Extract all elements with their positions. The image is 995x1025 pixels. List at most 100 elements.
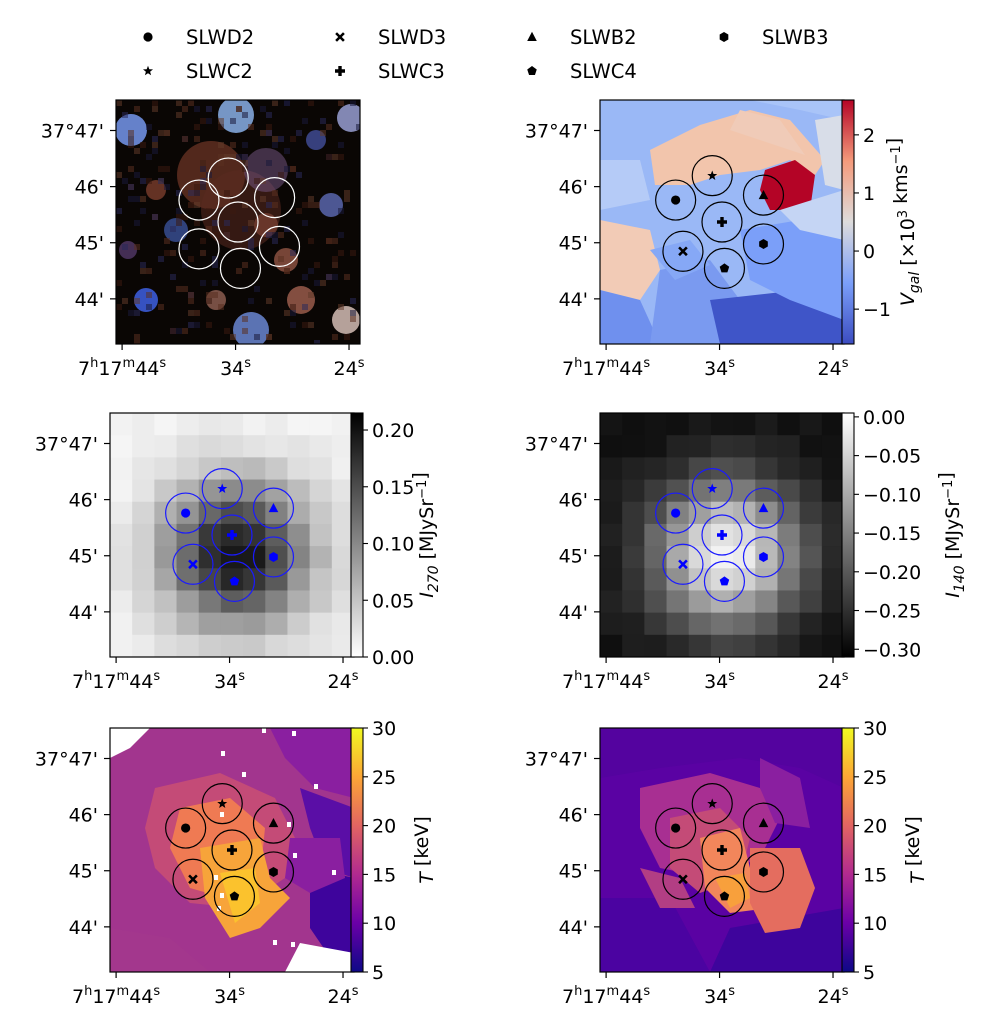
colorbar-tick-label: −1 — [863, 299, 891, 321]
aperture-circle — [742, 802, 785, 844]
dec-tick-label: 37°47' — [525, 121, 588, 143]
aperture-circle — [213, 875, 256, 917]
colorbar-tick-label: −0.05 — [863, 446, 921, 468]
ra-tick-label: 7h17m44s — [562, 669, 650, 693]
dec-tick-label: 46' — [559, 177, 588, 199]
legend-label: SLWD2 — [186, 26, 254, 49]
legend-label: SLWD3 — [378, 26, 446, 49]
colorbar-tick-label: 20 — [863, 816, 887, 838]
dec-tick-label: 37°47' — [525, 749, 588, 771]
aperture-circle — [662, 230, 704, 272]
dec-tick-label: 44' — [69, 602, 98, 624]
dec-tick-label: 46' — [559, 805, 588, 827]
colorbar-tick-label: 15 — [863, 864, 887, 886]
ra-tick-label: 34s — [220, 356, 251, 380]
legend-label: SLWB2 — [570, 26, 637, 49]
ra-tick-label: 34s — [704, 669, 735, 693]
dec-tick-label: 45' — [69, 546, 98, 568]
aperture-circle — [703, 560, 746, 602]
aperture-circle — [211, 829, 253, 871]
dec-tick-label: 37°47' — [41, 121, 104, 143]
dec-tick-label: 37°47' — [35, 434, 98, 456]
panel-T-XMM: 37°47' 46' 45' 44' 7h17m44s 34s 24s 30 25 20 15 10 5… — [525, 718, 929, 1008]
heatmap-image — [110, 413, 354, 657]
legend-label: SLWC2 — [186, 60, 253, 83]
legend-entry-slwb3: SLWB3 — [719, 26, 829, 49]
colorbar — [841, 99, 855, 345]
legend-entry-slwc2: SLWC2 — [143, 60, 253, 83]
aperture-circle — [172, 858, 214, 900]
circle-marker-icon — [181, 508, 191, 518]
ra-tick-label: 24s — [818, 356, 849, 380]
dec-tick-label: 46' — [75, 177, 104, 199]
aperture-circle — [217, 201, 259, 243]
dec-tick-label: 37°47' — [35, 749, 98, 771]
ra-tick-label: 24s — [328, 669, 359, 693]
colorbar-tick-label: 30 — [372, 718, 396, 740]
aperture-circle — [258, 225, 301, 267]
panel-optical-rgb: 37°47' 46' 45' 44' 7h17m44s 34s 24s — [41, 99, 365, 380]
aperture-circle — [701, 514, 743, 556]
axes-frame — [115, 99, 361, 345]
legend-entry-slwc3: SLWC3 — [335, 60, 445, 83]
colorbar-tick-label: 10 — [863, 913, 887, 935]
aperture-circle — [703, 875, 746, 917]
aperture-circle — [213, 560, 256, 602]
dec-tick-label: 44' — [559, 289, 588, 311]
legend-entry-slwc4: SLWC4 — [527, 60, 637, 83]
colorbar — [350, 412, 364, 658]
colorbar — [841, 727, 855, 973]
colorbar-tick-label: 0.05 — [372, 590, 414, 612]
legend-entry-slwd3: SLWD3 — [335, 26, 446, 49]
aperture-circle — [252, 536, 295, 578]
aperture-circle — [207, 157, 249, 199]
legend-label: SLWC3 — [378, 60, 445, 83]
colorbar-tick-label: 15 — [372, 864, 396, 886]
dec-tick-label: 45' — [559, 233, 588, 255]
aperture-circle — [165, 807, 207, 849]
ra-tick-label: 24s — [334, 356, 365, 380]
circle-marker-icon — [671, 508, 681, 518]
aperture-circle — [662, 543, 704, 585]
aperture-circle — [252, 851, 295, 893]
colorbar-tick-label: 2 — [863, 125, 875, 147]
aperture-circle — [742, 174, 785, 216]
colorbar-tick-label: 5 — [372, 962, 384, 984]
panel-velocity: 37°47' 46' 45' 44' 7h17m44s 34s 24s 2 1 0 −1 Vgal [… — [525, 99, 923, 380]
dec-tick-label: 44' — [559, 602, 588, 624]
aperture-circle — [655, 807, 697, 849]
aperture-circle — [691, 155, 733, 197]
aperture-circle — [219, 247, 262, 289]
panel-I140: 37°47' 46' 45' 44' 7h17m44s 34s 24s 0.00 −0.05 −0… — [525, 407, 968, 693]
colorbar-tick-label: 0.20 — [372, 420, 414, 442]
ra-tick-label: 7h17m44s — [72, 669, 160, 693]
aperture-circle — [742, 487, 785, 529]
circle-marker-icon — [671, 195, 681, 205]
colorbar-tick-label: −0.30 — [863, 639, 921, 661]
ra-tick-label: 7h17m44s — [78, 356, 166, 380]
aperture-circle — [172, 543, 214, 585]
panel-T-Chandra: 37°47' 46' 45' 44' 7h17m44s 34s 24s 30 25 20 15 10 5… — [35, 718, 438, 1008]
ra-tick-label: 7h17m44s — [72, 984, 160, 1008]
plus-marker-icon — [335, 66, 345, 76]
colorbar-label: Vgal [×103 kms−1] — [883, 138, 923, 306]
dec-tick-label: 44' — [69, 917, 98, 939]
aperture-circle — [691, 468, 733, 510]
aperture-circle — [691, 783, 733, 825]
colorbar-label: I140 [MJySr−1] — [935, 472, 968, 598]
ra-tick-label: 7h17m44s — [562, 356, 650, 380]
heatmap-image — [110, 728, 354, 972]
colorbar-tick-label: 0 — [863, 241, 875, 263]
colorbar-tick-label: 0.10 — [372, 534, 414, 556]
circle-marker-icon — [143, 32, 153, 42]
aperture-circle — [701, 829, 743, 871]
heatmap-image — [116, 100, 360, 344]
aperture-circle — [254, 177, 296, 219]
colorbar-tick-label: 0.15 — [372, 477, 414, 499]
dec-tick-label: 45' — [559, 546, 588, 568]
aperture-circle — [662, 858, 704, 900]
colorbar-tick-label: 25 — [863, 767, 887, 789]
panel-I270: 37°47' 46' 45' 44' 7h17m44s 34s 24s 0.20 0.15 0.1… — [35, 412, 442, 693]
aperture-circle — [742, 851, 785, 893]
